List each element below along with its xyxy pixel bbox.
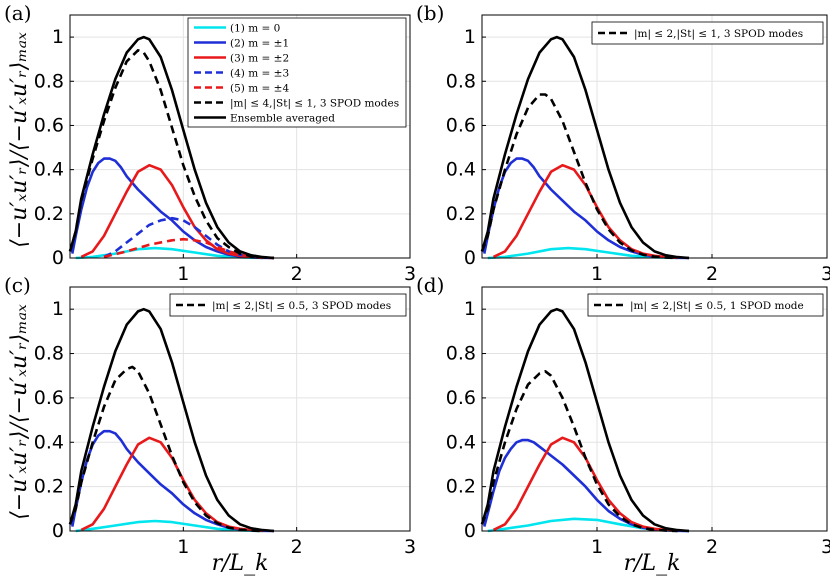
y-tick-label: 1 bbox=[464, 26, 476, 48]
series-line-2 bbox=[71, 157, 275, 260]
y-tick-label: 0.6 bbox=[34, 114, 64, 136]
y-tick-label: 0.4 bbox=[446, 159, 476, 181]
y-tick-label: 0 bbox=[52, 247, 64, 269]
y-tick-label: 1 bbox=[464, 298, 476, 320]
x-tick-label: 2 bbox=[706, 536, 718, 558]
series-line-7 bbox=[68, 35, 275, 260]
legend-entry: |m| ≤ 2,|St| ≤ 1, 3 SPOD modes bbox=[634, 28, 803, 41]
y-tick-label: 0.2 bbox=[446, 203, 476, 225]
y-tick-label: 0.8 bbox=[34, 343, 64, 365]
y-axis-label-top: ⟨−u′ₓu′ᵣ⟩/⟨−u′ₓu′ᵣ⟩ₘₐₓ bbox=[7, 32, 32, 248]
x-axis-label-right: r/L_k bbox=[624, 551, 681, 576]
series-line-2 bbox=[483, 438, 690, 533]
series-line-5 bbox=[480, 35, 690, 260]
legend: |m| ≤ 2,|St| ≤ 0.5, 1 SPOD mode bbox=[587, 293, 824, 317]
y-tick-label: 0.6 bbox=[446, 387, 476, 409]
y-tick-label: 0.6 bbox=[446, 114, 476, 136]
series-line-5 bbox=[480, 307, 690, 533]
y-tick-label: 0.8 bbox=[446, 70, 476, 92]
x-tick-label: 2 bbox=[706, 263, 718, 285]
panel-label: (b) bbox=[416, 1, 444, 25]
x-tick-label: 1 bbox=[177, 536, 189, 558]
panel-1: 00.20.40.60.811 2 3(a)(1) m = 0(2) m = ±1(… bbox=[4, 1, 416, 285]
y-tick-label: 0.4 bbox=[34, 159, 64, 181]
series-line-6 bbox=[68, 49, 275, 260]
series-line-3 bbox=[492, 436, 678, 533]
y-tick-label: 0.2 bbox=[34, 476, 64, 498]
series-line-5 bbox=[103, 237, 275, 260]
x-tick-label: 3 bbox=[821, 263, 830, 285]
y-tick-label: 0 bbox=[464, 247, 476, 269]
legend-entry: (4) m = ±3 bbox=[230, 68, 289, 80]
panel-3: 0 0.2 0.4 0.6 0.8 1 1 2 3 (c) |m| ≤ 2,|St| ≤ 0.5, … bbox=[4, 273, 416, 558]
legend-box bbox=[591, 21, 824, 45]
axes-frame bbox=[481, 14, 828, 259]
series-line-2 bbox=[71, 429, 275, 533]
series-line-4 bbox=[103, 216, 263, 260]
panel-label: (d) bbox=[416, 273, 444, 297]
legend: |m| ≤ 2,|St| ≤ 1, 3 SPOD modes bbox=[591, 21, 824, 45]
y-tick-label: 0.2 bbox=[446, 476, 476, 498]
y-tick-label: 0 bbox=[52, 520, 64, 542]
x-tick-label: 2 bbox=[291, 263, 303, 285]
x-axis-label-left: r/L_k bbox=[212, 551, 269, 576]
panel-label: (a) bbox=[4, 1, 32, 25]
axes-frame bbox=[481, 286, 828, 532]
legend-entry: (3) m = ±2 bbox=[230, 53, 289, 65]
y-tick-label: 0 bbox=[464, 520, 476, 542]
series-line-1 bbox=[487, 246, 678, 260]
series-line-4 bbox=[480, 370, 678, 533]
panels: 00.20.40.60.811 2 3(a)(1) m = 0(2) m = ±1(… bbox=[4, 1, 830, 558]
y-tick-label: 0.4 bbox=[34, 431, 64, 453]
series-line-4 bbox=[68, 365, 263, 533]
x-tick-label: 1 bbox=[591, 263, 603, 285]
legend: (1) m = 0 (2) m = ±1 (3) m = ±2 (4) m = ±3 (… bbox=[187, 17, 407, 128]
x-tick-label: 1 bbox=[591, 536, 603, 558]
series-line-5 bbox=[68, 307, 275, 533]
legend-entry: (2) m = ±1 bbox=[230, 38, 289, 50]
legend-entry: (5) m = ±4 bbox=[230, 83, 289, 95]
y-axis-label-bottom: ⟨−u′ₓu′ᵣ⟩/⟨−u′ₓu′ᵣ⟩ₘₐₓ bbox=[7, 304, 32, 520]
y-tick-label: 1 bbox=[52, 26, 64, 48]
legend-box bbox=[187, 17, 407, 128]
y-tick-label: 1 bbox=[52, 298, 64, 320]
y-tick-label: 0.6 bbox=[34, 387, 64, 409]
series-line-1 bbox=[75, 246, 263, 260]
panel-2: 0 0.2 0.4 0.6 0.8 1 1 2 3 (b) |m| ≤ 2,|St| ≤ 1, 3 … bbox=[416, 1, 830, 285]
series-line-3 bbox=[80, 163, 263, 260]
x-tick-label: 3 bbox=[404, 263, 416, 285]
series-line-2 bbox=[483, 157, 690, 260]
series-line-4 bbox=[480, 93, 678, 260]
axes-frame bbox=[69, 286, 411, 532]
legend-box bbox=[587, 293, 824, 317]
y-tick-label: 0.8 bbox=[446, 343, 476, 365]
series-line-3 bbox=[80, 436, 263, 533]
legend-entry: |m| ≤ 4,|St| ≤ 1, 3 SPOD modes bbox=[230, 98, 399, 111]
y-tick-label: 0.4 bbox=[446, 431, 476, 453]
legend-box bbox=[169, 293, 407, 317]
panel-label: (c) bbox=[4, 273, 31, 297]
x-tick-label: 1 bbox=[177, 263, 189, 285]
axes-frame bbox=[69, 14, 411, 259]
legend-entry: |m| ≤ 2,|St| ≤ 0.5, 3 SPOD modes bbox=[212, 300, 391, 313]
panel-4: 0 0.2 0.4 0.6 0.8 1 1 2 3 (d) |m| ≤ 2,|St| ≤ 0.5, … bbox=[416, 273, 830, 558]
y-tick-label: 0.2 bbox=[34, 203, 64, 225]
legend-entry: (1) m = 0 bbox=[230, 23, 280, 35]
x-tick-label: 2 bbox=[291, 536, 303, 558]
series-line-1 bbox=[75, 519, 263, 533]
legend: |m| ≤ 2,|St| ≤ 0.5, 3 SPOD modes bbox=[169, 293, 407, 317]
y-tick-label: 0.8 bbox=[34, 70, 64, 92]
legend-entry: |m| ≤ 2,|St| ≤ 0.5, 1 SPOD mode bbox=[630, 300, 804, 313]
legend-entry: Ensemble averaged bbox=[230, 113, 335, 125]
x-tick-label: 3 bbox=[404, 536, 416, 558]
x-tick-label: 3 bbox=[821, 536, 830, 558]
series-line-3 bbox=[492, 163, 678, 260]
